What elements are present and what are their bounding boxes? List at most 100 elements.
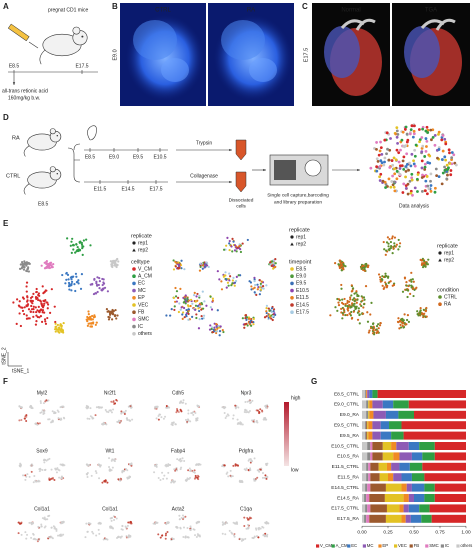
dot — [44, 320, 47, 323]
dot — [422, 259, 426, 262]
dot — [18, 312, 21, 315]
dot — [240, 423, 243, 426]
dot — [106, 310, 109, 313]
dot — [397, 160, 401, 164]
text: Trypsin — [196, 140, 212, 146]
bar-segment — [366, 431, 368, 440]
dot — [239, 248, 242, 251]
gene-name: Npr3 — [241, 390, 252, 396]
text: Single cell capture,barcoding — [267, 192, 329, 198]
bar-segment — [366, 400, 369, 409]
bar-segment — [367, 442, 371, 450]
dot — [36, 480, 39, 483]
dot — [128, 463, 131, 466]
dot — [224, 274, 227, 277]
bar-segment — [362, 442, 368, 450]
dot — [204, 265, 207, 268]
dot — [41, 285, 44, 288]
dot — [347, 306, 350, 310]
dot — [341, 312, 344, 315]
dot — [213, 326, 216, 329]
vessels — [420, 18, 456, 31]
dot — [258, 410, 261, 413]
dot — [339, 262, 342, 265]
dot — [20, 306, 23, 309]
dot — [182, 516, 185, 519]
dot — [226, 236, 229, 240]
text: E9.5 — [133, 154, 144, 160]
dot — [243, 468, 246, 471]
dot — [350, 317, 354, 320]
dot — [193, 469, 196, 472]
dot — [20, 406, 23, 409]
dot — [110, 517, 113, 520]
dot — [110, 411, 113, 414]
dot — [81, 247, 84, 250]
mouse-tail — [23, 145, 30, 157]
dot — [355, 301, 358, 304]
dot — [344, 304, 347, 307]
dot — [187, 469, 190, 472]
gene-name: Fabp4 — [171, 448, 185, 454]
dot — [174, 286, 177, 290]
dot — [369, 326, 373, 330]
dot — [383, 248, 386, 251]
dot — [184, 402, 187, 405]
dot — [412, 280, 415, 283]
dot — [19, 263, 22, 266]
dot — [32, 292, 35, 295]
dot — [225, 278, 228, 281]
dot — [67, 278, 70, 281]
dot — [420, 263, 423, 267]
dot — [39, 467, 42, 470]
dot — [61, 463, 64, 466]
dot — [363, 266, 366, 269]
legend-label: rep1 — [138, 240, 148, 246]
dot — [47, 263, 50, 266]
dot — [38, 294, 41, 297]
dot — [253, 276, 256, 279]
bar-segment — [419, 442, 435, 450]
dot — [177, 263, 181, 266]
dot — [29, 464, 32, 467]
dot — [448, 162, 452, 165]
dot — [215, 324, 218, 328]
dot — [387, 281, 390, 284]
dot — [175, 261, 178, 265]
dot — [384, 186, 387, 189]
bar-segment — [408, 504, 420, 513]
dot — [406, 192, 410, 196]
dot — [402, 182, 406, 186]
dot — [395, 135, 399, 139]
dot — [104, 479, 107, 482]
dot — [423, 155, 427, 158]
dot — [410, 280, 413, 283]
dot — [127, 477, 130, 480]
dot — [114, 308, 117, 312]
dot — [379, 159, 383, 163]
dot — [98, 277, 101, 280]
dot — [24, 478, 27, 481]
dot — [84, 536, 87, 539]
dot — [188, 467, 191, 470]
dot — [173, 308, 176, 312]
dot — [18, 419, 21, 422]
dot — [180, 516, 183, 519]
dot — [223, 464, 226, 467]
dot — [419, 309, 422, 312]
legend-symbol — [290, 303, 294, 307]
dot — [60, 406, 63, 409]
legend-symbol — [132, 267, 136, 271]
dot — [18, 405, 21, 408]
dot — [55, 471, 58, 474]
mouse-ear — [49, 166, 56, 173]
dot — [211, 297, 214, 300]
arrow-head — [229, 148, 232, 152]
dot — [243, 326, 246, 329]
dot — [34, 323, 38, 326]
bar-segment — [391, 431, 404, 440]
dot — [186, 297, 189, 300]
dot — [19, 324, 22, 328]
dot — [249, 321, 252, 324]
dot — [203, 300, 206, 303]
